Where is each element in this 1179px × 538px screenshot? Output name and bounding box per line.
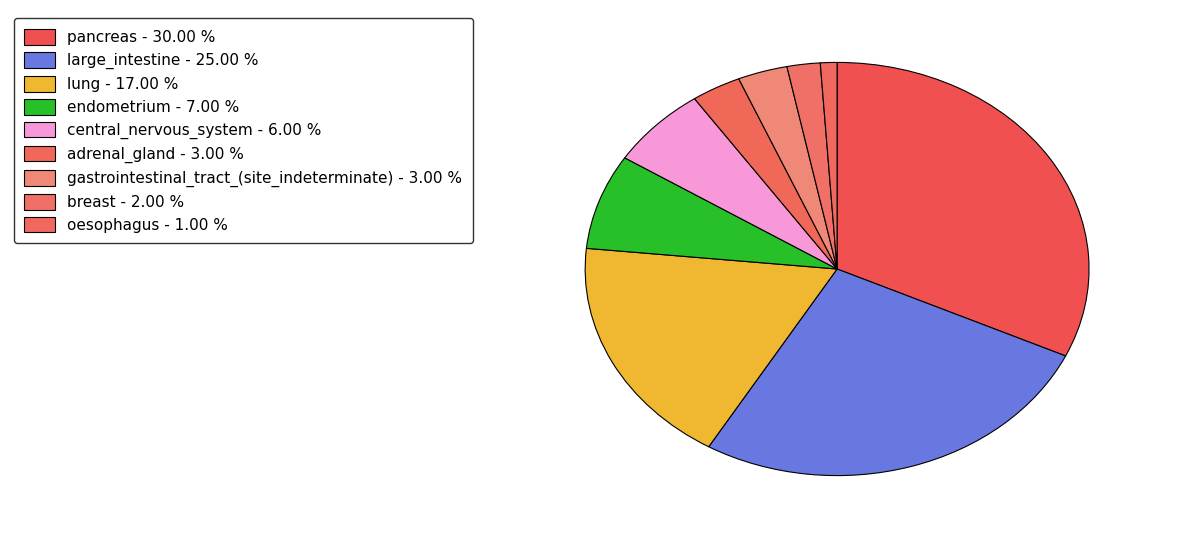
Legend: pancreas - 30.00 %, large_intestine - 25.00 %, lung - 17.00 %, endometrium - 7.0: pancreas - 30.00 %, large_intestine - 25… xyxy=(13,18,473,244)
Wedge shape xyxy=(709,269,1066,476)
Wedge shape xyxy=(739,67,837,269)
Wedge shape xyxy=(786,63,837,269)
Wedge shape xyxy=(821,62,837,269)
Wedge shape xyxy=(586,158,837,269)
Wedge shape xyxy=(585,249,837,447)
Wedge shape xyxy=(694,79,837,269)
Wedge shape xyxy=(625,98,837,269)
Wedge shape xyxy=(837,62,1089,356)
